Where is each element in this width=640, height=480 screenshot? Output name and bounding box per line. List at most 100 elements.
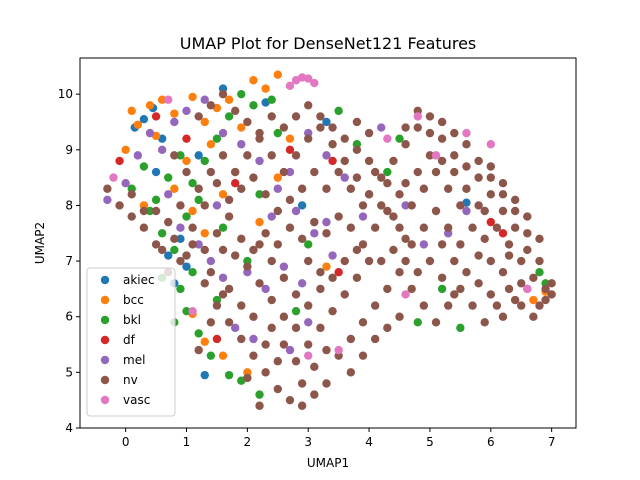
point-nv [395,312,404,321]
point-bcc [200,117,209,127]
point-nv [182,167,191,177]
point-nv [261,340,270,349]
point-bcc [285,134,295,143]
point-nv [176,256,185,266]
point-mel [218,273,228,282]
point-nv [297,401,307,410]
point-df [182,134,191,143]
x-tick-label: 6 [487,435,495,449]
point-nv [480,206,489,216]
point-nv [139,223,149,232]
point-nv [206,318,216,327]
point-vasc [285,81,295,91]
point-bcc [121,145,130,155]
point-nv [547,290,556,299]
point-nv [218,89,228,99]
point-nv [401,140,410,149]
point-nv [517,279,526,288]
point-nv [212,229,222,238]
point-nv [297,184,307,193]
point-nv [267,151,276,160]
point-nv [443,184,453,193]
point-df [328,156,337,166]
point-nv [364,256,374,266]
point-nv [474,279,483,288]
point-bkl [212,134,222,143]
point-nv [103,184,112,193]
point-mel [304,318,313,327]
point-akiec [151,167,161,177]
point-bkl [291,306,301,316]
point-nv [401,178,410,188]
point-bcc [218,190,228,199]
point-nv [322,379,331,388]
point-nv [249,173,258,182]
point-nv [182,251,191,260]
point-nv [279,340,289,349]
x-axis-ticks: 0 1 2 3 4 5 6 7 [122,428,555,449]
point-nv [249,245,258,255]
point-akiec [200,370,209,380]
point-bcc [127,106,136,116]
point-nv [395,190,404,199]
point-nv [310,217,319,227]
point-nv [510,223,520,232]
point-bcc [182,156,191,166]
point-mel [218,128,228,138]
point-bcc [200,337,209,346]
point-nv [334,212,343,221]
point-nv [383,323,392,333]
x-tick-label: 5 [426,435,434,449]
point-nv [462,268,471,277]
chart-title: UMAP Plot for DenseNet121 Features [180,34,477,53]
point-mel [340,173,349,182]
point-mel [358,212,368,221]
point-nv [486,162,495,171]
point-nv [389,212,398,221]
point-nv [474,201,483,210]
point-nv [370,334,380,344]
point-akiec [164,251,173,260]
point-nv [273,206,282,216]
legend-label-akiec: akiec [123,273,155,287]
point-nv [279,312,289,321]
point-nv [200,279,209,288]
point-nv [523,229,532,238]
point-mel [310,229,319,238]
point-nv [474,173,483,182]
point-nv [237,234,246,244]
point-df [334,268,343,277]
point-nv [358,201,368,210]
point-bkl [395,134,404,143]
y-tick-label: 7 [65,254,73,268]
point-nv [535,301,544,310]
point-bkl [334,106,343,116]
x-tick-label: 0 [122,435,130,449]
point-bkl [194,329,203,338]
point-vasc [188,306,197,316]
point-nv [346,368,356,377]
legend-marker-nv [100,375,110,385]
point-bcc [170,109,179,118]
point-bcc [322,262,331,271]
point-nv [352,145,362,155]
point-vasc [401,290,410,299]
point-bcc [237,123,246,132]
point-nv [340,256,349,266]
point-mel [297,279,307,288]
point-nv [346,184,356,193]
point-nv [328,306,337,316]
point-nv [273,357,282,366]
legend-marker-akiec [100,275,110,285]
point-bcc [188,92,197,102]
point-nv [541,284,550,294]
point-vasc [304,74,313,83]
point-vasc [109,173,118,182]
point-nv [218,151,228,160]
point-mel [157,145,167,155]
point-nv [267,295,276,305]
point-nv [151,206,161,216]
point-mel [377,123,386,132]
point-nv [377,201,386,210]
point-mel [212,201,222,210]
